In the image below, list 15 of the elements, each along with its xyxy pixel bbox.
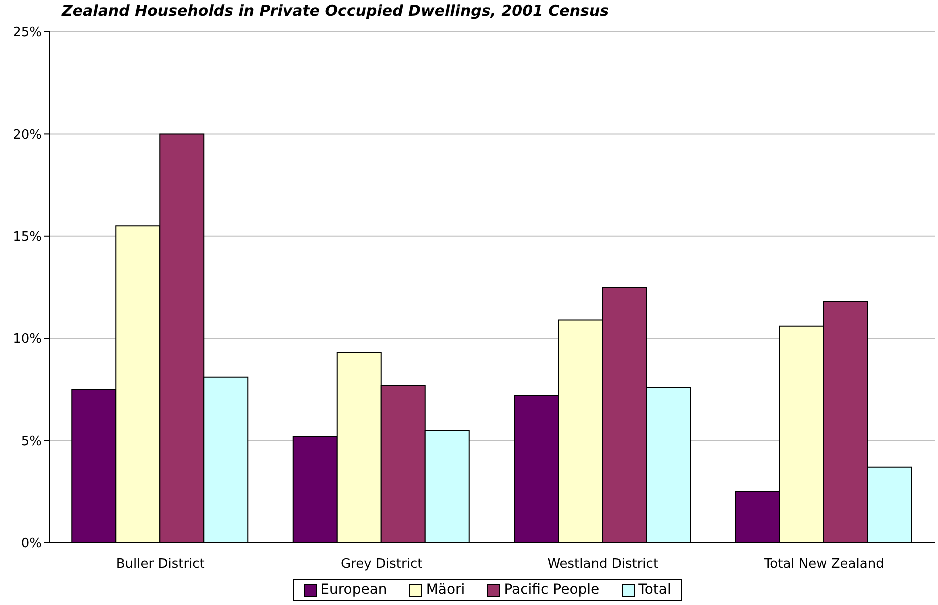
y-tick-label: 25% xyxy=(13,26,42,41)
y-tick-label: 0% xyxy=(21,536,42,552)
y-tick-label: 15% xyxy=(13,230,42,246)
legend-label: Pacific People xyxy=(504,582,600,598)
legend-label: European xyxy=(320,582,388,598)
x-tick-label: Total New Zealand xyxy=(763,557,884,572)
legend-label: Total xyxy=(638,582,672,598)
y-tick-label: 20% xyxy=(13,128,42,143)
y-tick-label: 5% xyxy=(21,434,42,450)
x-tick-label: Buller District xyxy=(116,557,205,572)
x-tick-label: Westland District xyxy=(548,557,659,572)
legend-label: Mäori xyxy=(426,582,466,598)
x-tick-label: Grey District xyxy=(341,557,423,572)
chart-title: Zealand Households in Private Occupied Dwellings, 2001 Census xyxy=(62,2,610,20)
y-tick-label: 10% xyxy=(13,332,42,348)
